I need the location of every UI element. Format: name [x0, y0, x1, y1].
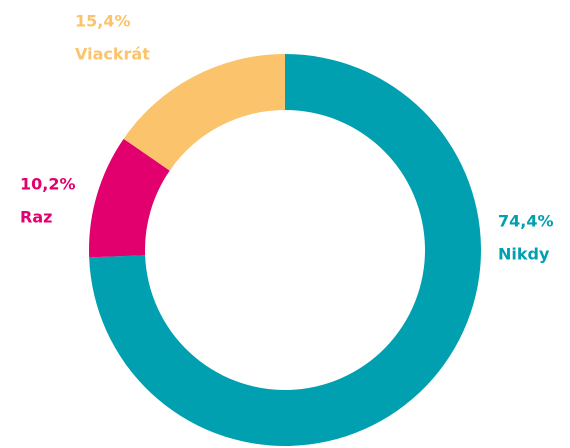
- value-label: 74,4%: [498, 212, 554, 231]
- category-label: Raz: [20, 208, 52, 227]
- donut-segment: [123, 54, 285, 171]
- donut-segment: [89, 138, 170, 258]
- category-label: Viackrát: [75, 45, 150, 64]
- category-label: Nikdy: [498, 245, 550, 264]
- value-label: 10,2%: [20, 175, 76, 194]
- value-label: 15,4%: [75, 12, 131, 31]
